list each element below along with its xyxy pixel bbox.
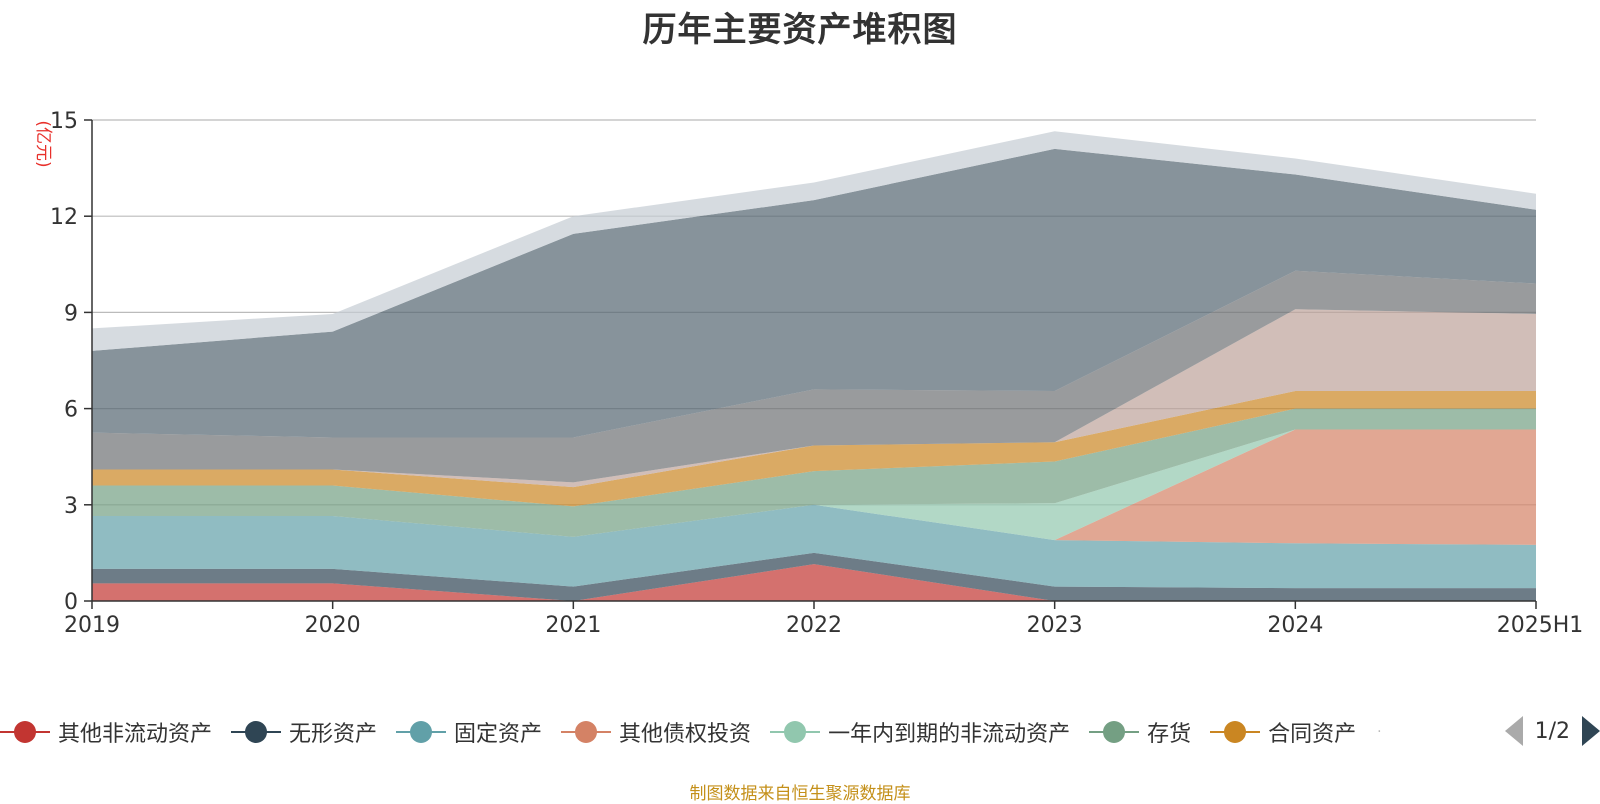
area-series-1[interactable] [92,552,1536,601]
x-tick-label: 2023 [1027,613,1083,638]
area-series-7[interactable] [92,309,1536,488]
y-tick-label: 15 [50,109,78,134]
legend-page-indicator: 1/2 [1534,718,1570,744]
legend-label: 其他非流动资产 [58,722,213,747]
y-tick-label: 0 [64,590,78,615]
legend-label: 存货 [1147,722,1192,747]
chart-legend: 其他非流动资产 无形资产 固定资产 其他债权投资 一年内到期的非流动资产 存货 合同资产 · [0,712,1600,752]
legend-label: 其他债权投资 [619,722,752,747]
area-series-3[interactable] [92,429,1536,545]
legend-item-0[interactable]: 其他非流动资产 [0,716,212,748]
y-tick-label: 6 [64,398,78,423]
x-tick-label: 2025H1 [1497,613,1584,638]
legend-marker-icon [0,719,50,745]
legend-overflow-icon: · [1377,724,1382,740]
data-source-note: 制图数据来自恒生聚源数据库 [689,784,911,804]
x-tick-label: 2022 [786,613,842,638]
legend-item-6[interactable]: 合同资产 [1210,716,1356,748]
legend-marker-icon [1210,719,1261,745]
legend-pager: 1/2 [1504,716,1600,746]
chart-plot: 0 3 6 9 12 15 2019 2020 2021 2022 2023 2024 2025H1 (… [33,109,1583,638]
legend-label: 合同资产 [1268,722,1357,747]
legend-item-1[interactable]: 无形资产 [231,716,377,748]
area-series-9[interactable] [92,148,1536,438]
area-series-5[interactable] [92,408,1536,537]
y-axis-unit-label: (亿元) [33,120,53,167]
chart-title: 历年主要资产堆积图 [642,10,958,50]
x-tick-label: 2020 [305,613,361,638]
legend-marker-icon [770,719,821,745]
x-tick-label: 2021 [545,613,601,638]
area-series-8[interactable] [92,270,1536,483]
area-series-6[interactable] [92,390,1536,507]
legend-item-2[interactable]: 固定资产 [396,716,542,748]
next-page-icon[interactable] [1582,716,1600,746]
area-series-10[interactable] [92,131,1536,351]
previous-page-icon[interactable] [1504,716,1523,746]
y-tick-label: 9 [64,301,78,326]
legend-label: 固定资产 [454,722,543,747]
legend-item-3[interactable]: 其他债权投资 [561,716,751,748]
x-tick-label: 2019 [64,613,120,638]
legend-item-5[interactable]: 存货 [1089,716,1191,748]
legend-label: 无形资产 [289,722,378,747]
legend-label: 一年内到期的非流动资产 [828,722,1071,747]
legend-marker-icon [396,719,447,745]
x-tick-label: 2024 [1267,613,1323,638]
legend-item-4[interactable]: 一年内到期的非流动资产 [770,716,1070,748]
y-tick-label: 3 [64,494,78,519]
area-series-2[interactable] [92,504,1536,589]
legend-marker-icon [561,719,612,745]
y-tick-label: 12 [50,205,78,230]
legend-marker-icon [231,719,282,745]
area-series [92,131,1536,601]
legend-marker-icon [1089,719,1140,745]
area-series-0[interactable] [92,564,1536,601]
axes: 0 3 6 9 12 15 2019 2020 2021 2022 2023 2024 2025H1 [50,109,1583,638]
